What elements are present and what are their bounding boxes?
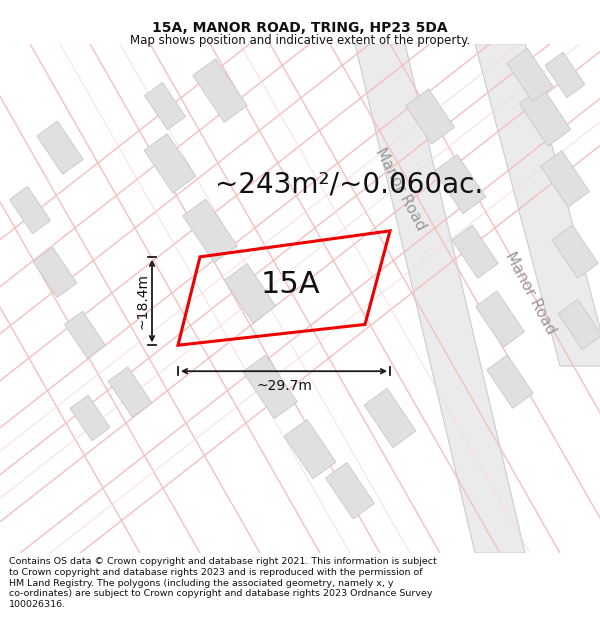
Polygon shape [355,44,525,553]
Polygon shape [65,311,106,358]
Text: HM Land Registry. The polygons (including the associated geometry, namely x, y: HM Land Registry. The polygons (includin… [9,579,394,587]
Polygon shape [541,151,589,207]
Text: ~29.7m: ~29.7m [256,379,312,392]
Polygon shape [475,44,600,366]
Polygon shape [519,87,571,146]
Polygon shape [144,134,196,193]
Text: Manor Road: Manor Road [372,146,428,233]
Polygon shape [10,186,50,234]
Text: to Crown copyright and database rights 2023 and is reproduced with the permissio: to Crown copyright and database rights 2… [9,568,422,577]
Polygon shape [193,59,247,122]
Polygon shape [145,82,185,130]
Text: ~243m²/~0.060ac.: ~243m²/~0.060ac. [215,170,483,198]
Polygon shape [243,355,297,419]
Polygon shape [507,48,553,101]
Polygon shape [452,225,498,278]
Polygon shape [284,419,336,479]
Polygon shape [487,355,533,408]
Polygon shape [406,89,454,144]
Text: ~18.4m: ~18.4m [135,273,149,329]
Text: Manor Road: Manor Road [502,249,558,337]
Polygon shape [558,299,600,349]
Text: co-ordinates) are subject to Crown copyright and database rights 2023 Ordnance S: co-ordinates) are subject to Crown copyr… [9,589,433,598]
Polygon shape [326,462,374,519]
Polygon shape [552,225,598,278]
Text: 15A, MANOR ROAD, TRING, HP23 5DA: 15A, MANOR ROAD, TRING, HP23 5DA [152,21,448,35]
Polygon shape [183,199,237,262]
Polygon shape [434,154,486,214]
Text: 15A: 15A [260,271,320,299]
Polygon shape [476,291,524,348]
Polygon shape [545,52,585,98]
Polygon shape [108,367,152,417]
Text: Map shows position and indicative extent of the property.: Map shows position and indicative extent… [130,34,470,48]
Polygon shape [37,121,83,174]
Polygon shape [364,388,416,448]
Polygon shape [33,248,77,298]
Text: 100026316.: 100026316. [9,600,66,609]
Polygon shape [224,264,276,323]
Polygon shape [70,395,110,441]
Text: Contains OS data © Crown copyright and database right 2021. This information is : Contains OS data © Crown copyright and d… [9,558,437,566]
